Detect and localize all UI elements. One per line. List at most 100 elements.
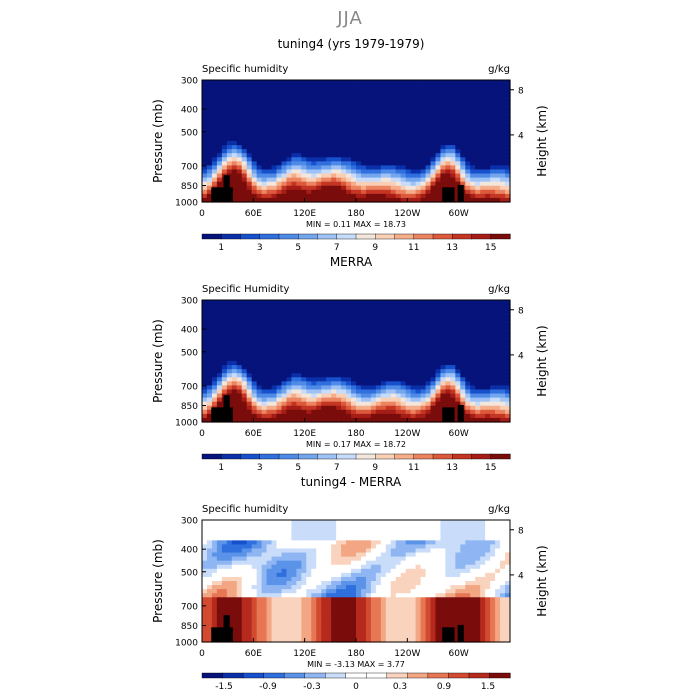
heatmap-cell bbox=[291, 377, 297, 382]
heatmap-cell bbox=[380, 177, 387, 183]
heatmap-cell bbox=[226, 149, 233, 154]
heatmap-cell bbox=[211, 356, 218, 362]
heatmap-cell bbox=[370, 524, 377, 529]
heatmap-cell bbox=[430, 136, 437, 142]
heatmap-cell bbox=[385, 96, 392, 101]
heatmap-cell bbox=[256, 393, 263, 399]
heatmap-cell bbox=[311, 593, 317, 598]
heatmap-cell bbox=[261, 552, 268, 558]
heatmap-cell bbox=[211, 88, 218, 93]
heatmap-cell bbox=[365, 84, 372, 89]
heatmap-cell bbox=[221, 356, 228, 362]
heatmap-cell bbox=[286, 193, 293, 199]
heatmap-cell bbox=[281, 413, 288, 419]
heatmap-cell bbox=[271, 385, 278, 391]
heatmap-cell bbox=[231, 328, 238, 334]
heatmap-cell bbox=[415, 308, 422, 313]
heatmap-cell bbox=[281, 352, 288, 358]
heatmap-cell bbox=[385, 336, 392, 342]
heatmap-cell bbox=[370, 308, 377, 313]
heatmap-cell bbox=[336, 572, 342, 578]
heatmap-cell bbox=[485, 365, 491, 370]
heatmap-cell bbox=[276, 576, 283, 582]
heatmap-cell bbox=[490, 149, 496, 154]
heatmap-cell bbox=[490, 361, 496, 366]
heatmap-cell bbox=[346, 336, 352, 342]
heatmap-cell bbox=[311, 597, 317, 602]
heatmap-cell bbox=[316, 532, 322, 537]
heatmap-cell bbox=[420, 108, 427, 114]
heatmap-cell bbox=[360, 165, 367, 171]
heatmap-cell bbox=[485, 84, 491, 89]
heatmap-cell bbox=[231, 617, 238, 623]
heatmap-cell bbox=[306, 572, 312, 578]
heatmap-cell bbox=[256, 613, 263, 619]
heatmap-cell bbox=[202, 348, 208, 354]
heatmap-cell bbox=[365, 417, 372, 423]
heatmap-cell bbox=[211, 153, 218, 158]
heatmap-cell bbox=[311, 177, 317, 183]
heatmap-cell bbox=[286, 524, 293, 529]
heatmap-cell bbox=[216, 585, 223, 590]
heatmap-cell bbox=[266, 120, 273, 126]
heatmap-cell bbox=[331, 145, 337, 150]
heatmap-cell bbox=[351, 96, 357, 101]
heatmap-cell bbox=[440, 381, 447, 386]
heatmap-cell bbox=[385, 393, 392, 399]
heatmap-cell bbox=[356, 336, 362, 342]
heatmap-cell bbox=[206, 356, 213, 362]
heatmap-cell bbox=[455, 169, 461, 175]
heatmap-cell bbox=[430, 161, 437, 166]
heatmap-cell bbox=[316, 304, 322, 309]
heatmap-cell bbox=[231, 637, 238, 643]
heatmap-cell bbox=[206, 544, 213, 550]
heatmap-cell bbox=[420, 153, 427, 158]
heatmap-cell bbox=[360, 84, 367, 89]
heatmap-cell bbox=[465, 169, 471, 175]
heatmap-cell bbox=[490, 88, 496, 93]
heatmap-cell bbox=[425, 181, 432, 187]
heatmap-cell bbox=[281, 145, 288, 150]
heatmap-cell bbox=[306, 84, 312, 89]
heatmap-cell bbox=[360, 348, 367, 354]
heatmap-cell bbox=[236, 548, 243, 554]
heatmap-cell bbox=[455, 340, 461, 346]
heatmap-cell bbox=[271, 629, 278, 635]
heatmap-cell bbox=[206, 520, 213, 525]
heatmap-cell bbox=[505, 397, 511, 403]
heatmap-cell bbox=[316, 377, 322, 382]
heatmap-cell bbox=[380, 116, 387, 122]
heatmap-cell bbox=[311, 413, 317, 419]
heatmap-cell bbox=[311, 621, 317, 627]
heatmap-cell bbox=[286, 165, 293, 171]
heatmap-cell bbox=[445, 312, 451, 317]
heatmap-cell bbox=[316, 316, 322, 321]
heatmap-cell bbox=[495, 80, 501, 85]
heatmap-cell bbox=[420, 149, 427, 154]
terrain-block bbox=[457, 184, 464, 202]
heatmap-cell bbox=[301, 637, 307, 643]
heatmap-cell bbox=[241, 528, 248, 533]
heatmap-cell bbox=[380, 197, 387, 203]
heatmap-cell bbox=[430, 112, 437, 118]
heatmap-cell bbox=[385, 629, 392, 635]
heatmap-cell bbox=[276, 637, 283, 643]
heatmap-cell bbox=[266, 149, 273, 154]
heatmap-cell bbox=[251, 524, 258, 529]
heatmap-cell bbox=[286, 124, 293, 130]
heatmap-cell bbox=[365, 104, 372, 110]
heatmap-cell bbox=[470, 177, 476, 183]
heatmap-cell bbox=[221, 332, 228, 338]
heatmap-cell bbox=[246, 169, 253, 175]
heatmap-cell bbox=[495, 128, 501, 134]
heatmap-cell bbox=[375, 532, 382, 537]
heatmap-cell bbox=[271, 560, 278, 566]
heatmap-cell bbox=[370, 185, 377, 191]
heatmap-cell bbox=[226, 377, 233, 382]
heatmap-cell bbox=[221, 589, 228, 594]
heatmap-cell bbox=[281, 84, 288, 89]
heatmap-cell bbox=[271, 153, 278, 158]
heatmap-cell bbox=[246, 625, 253, 631]
heatmap-cell bbox=[206, 528, 213, 533]
heatmap-cell bbox=[395, 413, 402, 419]
